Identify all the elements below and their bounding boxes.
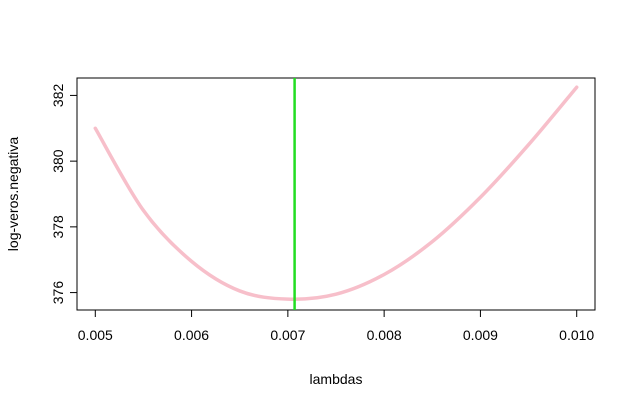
x-axis-title: lambdas: [310, 371, 363, 387]
y-tick-label: 378: [50, 215, 66, 239]
series-layer: [93, 78, 579, 310]
x-tick-label: 0.005: [78, 327, 113, 343]
y-tick-label: 380: [50, 149, 66, 173]
x-axis: 0.005 0.006 0.007 0.008 0.009 0.010: [78, 310, 594, 343]
x-tick-label: 0.009: [463, 327, 498, 343]
x-tick-label: 0.008: [367, 327, 402, 343]
y-axis: 376 378 380 382: [50, 84, 77, 305]
x-tick-label: 0.006: [174, 327, 209, 343]
y-axis-title: log-veros.negativa: [5, 137, 21, 252]
x-tick-label: 0.007: [270, 327, 305, 343]
plot-frame: [76, 77, 596, 311]
series-line: [93, 85, 579, 302]
y-tick-label: 376: [50, 281, 66, 305]
y-tick-label: 382: [50, 84, 66, 108]
x-tick-label: 0.010: [559, 327, 594, 343]
